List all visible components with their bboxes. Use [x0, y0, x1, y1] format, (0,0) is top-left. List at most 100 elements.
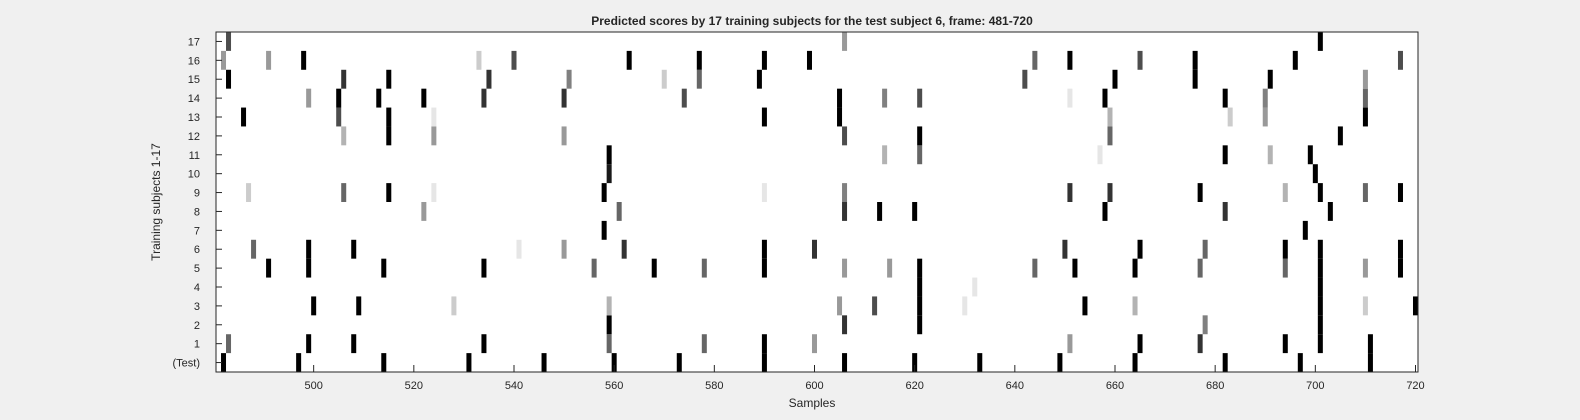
- heatmap-cell: [1397, 183, 1403, 202]
- heatmap-cell: [1397, 50, 1403, 70]
- heatmap-cell: [696, 50, 702, 70]
- y-tick-label: 7: [194, 225, 200, 237]
- heatmap-cell: [351, 334, 357, 354]
- heatmap-cell: [566, 69, 572, 89]
- heatmap-cell: [386, 107, 392, 127]
- heatmap-cell: [221, 353, 227, 372]
- heatmap-cell: [681, 88, 687, 108]
- heatmap-cell: [917, 277, 923, 297]
- heatmap-cell: [1282, 334, 1288, 354]
- heatmap-cell: [341, 183, 347, 202]
- heatmap-cell: [1282, 239, 1288, 259]
- heatmap-cell: [351, 239, 357, 259]
- heatmap-cell: [1222, 202, 1228, 221]
- x-tick-label: 540: [505, 380, 523, 392]
- heatmap-cell: [516, 239, 522, 259]
- heatmap-cell: [972, 277, 978, 297]
- heatmap-cell: [872, 296, 878, 316]
- heatmap-cells: [221, 32, 1418, 372]
- heatmap-cell: [301, 50, 307, 70]
- y-tick-label: 1: [194, 339, 200, 351]
- heatmap-cell: [811, 334, 817, 354]
- heatmap-cell: [756, 69, 762, 89]
- heatmap-cell: [1137, 50, 1143, 70]
- heatmap-cell: [451, 296, 457, 316]
- heatmap-cell: [882, 145, 888, 165]
- heatmap-cell: [1327, 202, 1333, 221]
- heatmap-cell: [226, 69, 232, 89]
- heatmap-cell: [761, 183, 767, 202]
- y-axis-label: Training subjects 1-17: [149, 143, 163, 261]
- heatmap-cell: [1202, 315, 1208, 335]
- heatmap-cell: [1082, 296, 1088, 316]
- heatmap-cell: [356, 296, 362, 316]
- x-tick-label: 500: [304, 380, 322, 392]
- heatmap-cell: [606, 145, 612, 165]
- heatmap-cell: [1297, 353, 1303, 372]
- heatmap-cell: [1397, 258, 1403, 278]
- heatmap-cell: [842, 258, 848, 278]
- heatmap-cell: [1107, 126, 1113, 146]
- heatmap-cell: [1097, 145, 1103, 165]
- x-tick-label: 520: [405, 380, 423, 392]
- heatmap-cell: [811, 239, 817, 259]
- heatmap-cell: [606, 296, 612, 316]
- heatmap-cell: [1102, 202, 1108, 221]
- heatmap-cell: [877, 202, 883, 221]
- heatmap-cell: [1317, 296, 1323, 316]
- heatmap-cell: [1312, 164, 1318, 184]
- heatmap-cell: [1362, 296, 1368, 316]
- heatmap-cell: [431, 126, 437, 146]
- y-tick-label: 2: [194, 320, 200, 332]
- heatmap-cell: [701, 258, 707, 278]
- heatmap-cell: [837, 88, 843, 108]
- heatmap-cell: [912, 202, 918, 221]
- heatmap-cell: [1227, 107, 1233, 127]
- heatmap-cell: [887, 258, 893, 278]
- y-tick-label: 12: [188, 131, 200, 143]
- heatmap-cell: [336, 107, 342, 127]
- heatmap-cell: [1367, 334, 1373, 354]
- heatmap-cell: [1337, 126, 1343, 146]
- heatmap-cell: [1107, 183, 1113, 202]
- heatmap-cell: [1062, 239, 1068, 259]
- x-tick-label: 720: [1406, 380, 1424, 392]
- heatmap-cell: [761, 353, 767, 372]
- heatmap-cell: [1067, 334, 1073, 354]
- y-tick-label: 10: [188, 169, 200, 181]
- heatmap-cell: [606, 334, 612, 354]
- heatmap-cell: [306, 334, 312, 354]
- y-tick-label: 9: [194, 188, 200, 200]
- heatmap-cell: [1132, 258, 1138, 278]
- y-tick-label: (Test): [173, 358, 201, 370]
- y-tick-label: 13: [188, 112, 200, 124]
- heatmap-cell: [1362, 183, 1368, 202]
- heatmap-cell: [1362, 107, 1368, 127]
- heatmap-cell: [842, 315, 848, 335]
- heatmap-cell: [1067, 50, 1073, 70]
- heatmap-cell: [1067, 183, 1073, 202]
- chart-title: Predicted scores by 17 training subjects…: [591, 14, 1033, 28]
- heatmap-cell: [601, 183, 607, 202]
- heatmap-cell: [421, 202, 427, 221]
- heatmap-cell: [1367, 353, 1373, 372]
- heatmap-cell: [266, 50, 272, 70]
- plot-area: [216, 32, 1418, 372]
- y-tick-label: 6: [194, 244, 200, 256]
- heatmap-cell: [311, 296, 317, 316]
- heatmap-cell: [661, 69, 667, 89]
- heatmap-cell: [676, 353, 682, 372]
- heatmap-cell: [917, 145, 923, 165]
- heatmap-cell: [1317, 334, 1323, 354]
- heatmap-cell: [621, 239, 627, 259]
- heatmap-cell: [1317, 239, 1323, 259]
- plot-border: [215, 31, 1419, 373]
- heatmap-cell: [591, 258, 597, 278]
- heatmap-cell: [376, 88, 382, 108]
- heatmap-cell: [806, 50, 812, 70]
- heatmap-cell: [481, 88, 487, 108]
- heatmap-cell: [1137, 239, 1143, 259]
- y-tick-label: 3: [194, 301, 200, 313]
- heatmap-cell: [917, 258, 923, 278]
- heatmap-cell: [1307, 145, 1313, 165]
